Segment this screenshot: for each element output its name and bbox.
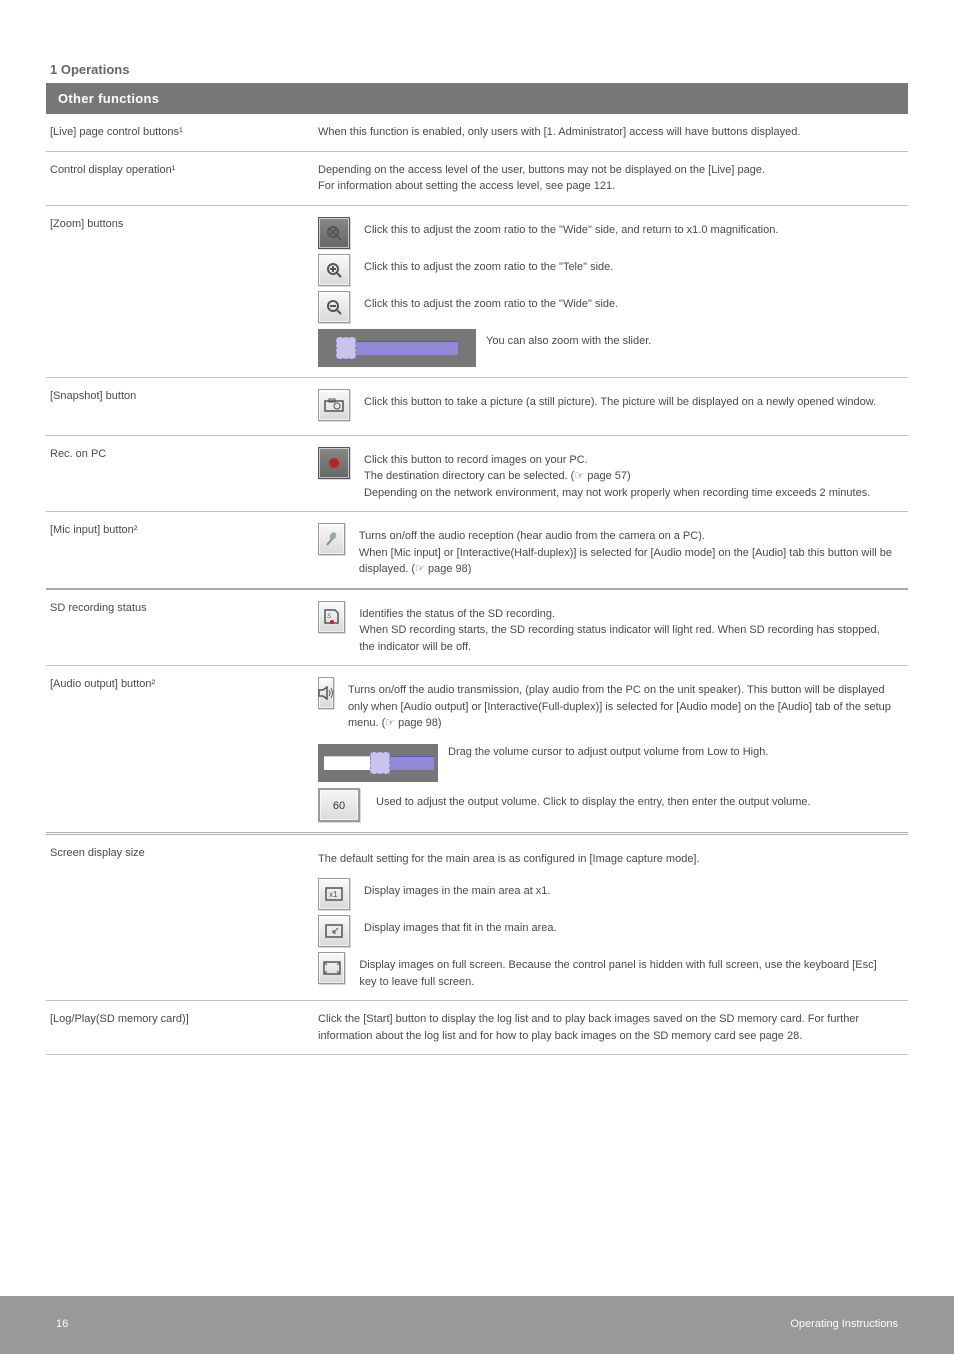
desc-audio-out: Turns on/off the audio transmission, (pl… — [314, 666, 908, 834]
row-rec-pc: Rec. on PC Click this button to record i… — [46, 435, 908, 512]
label-screen: Screen display size — [46, 833, 314, 1001]
desc-display-op: Depending on the access level of the use… — [314, 151, 908, 205]
row-zoom: [Zoom] buttons Click this to adjust the … — [46, 205, 908, 377]
desc-zoom: Click this to adjust the zoom ratio to t… — [314, 205, 908, 377]
row-display-op: Control display operation¹ Depending on … — [46, 151, 908, 205]
mic-icon[interactable] — [318, 523, 345, 555]
row-screen: Screen display size The default setting … — [46, 833, 908, 1001]
label-live-controls: [Live] page control buttons¹ — [46, 114, 314, 151]
zoom-out-icon[interactable] — [318, 291, 350, 323]
zoom-in-icon[interactable] — [318, 254, 350, 286]
row-sdlog: [Log/Play(SD memory card)] Click the [St… — [46, 1001, 908, 1055]
speaker-icon[interactable] — [318, 677, 334, 709]
sd-record-icon[interactable]: S — [318, 601, 345, 633]
svg-text:S: S — [327, 614, 331, 620]
desc-screen: The default setting for the main area is… — [314, 833, 908, 1001]
volume-slider[interactable] — [318, 744, 438, 782]
row-sd-rec: SD recording status S Identifies the sta… — [46, 589, 908, 666]
size-fit-icon[interactable] — [318, 915, 350, 947]
zoom-reset-icon[interactable] — [318, 217, 350, 249]
zoom-slider[interactable] — [318, 329, 476, 367]
label-rec-pc: Rec. on PC — [46, 435, 314, 512]
breadcrumb: 1 Operations — [46, 56, 908, 83]
volume-value-button[interactable]: 60 — [318, 788, 360, 822]
row-live-controls: [Live] page control buttons¹ When this f… — [46, 114, 908, 151]
record-icon[interactable] — [318, 447, 350, 479]
row-audio-out: [Audio output] button² Turns on/off the … — [46, 666, 908, 834]
desc-snapshot: Click this button to take a picture (a s… — [314, 377, 908, 435]
desc-live-controls: When this function is enabled, only user… — [314, 114, 908, 151]
page-number: 16 — [56, 1318, 68, 1330]
label-snapshot: [Snapshot] button — [46, 377, 314, 435]
size-x1-icon[interactable]: x1 — [318, 878, 350, 910]
row-snapshot: [Snapshot] button Click this button to t… — [46, 377, 908, 435]
desc-mic: Turns on/off the audio reception (hear a… — [314, 512, 908, 589]
section-header: Other functions — [46, 83, 908, 114]
label-audio-out: [Audio output] button² — [46, 666, 314, 834]
label-mic: [Mic input] button² — [46, 512, 314, 589]
page-footer: 16 Operating Instructions — [0, 1296, 954, 1354]
desc-sdlog: Click the [Start] button to display the … — [314, 1001, 908, 1055]
label-sd-rec: SD recording status — [46, 589, 314, 666]
snapshot-icon[interactable] — [318, 389, 350, 421]
footer-title: Operating Instructions — [790, 1318, 898, 1330]
desc-rec-pc: Click this button to record images on yo… — [314, 435, 908, 512]
label-zoom: [Zoom] buttons — [46, 205, 314, 377]
label-sdlog: [Log/Play(SD memory card)] — [46, 1001, 314, 1055]
feature-table: [Live] page control buttons¹ When this f… — [46, 114, 908, 1055]
label-display-op: Control display operation¹ — [46, 151, 314, 205]
size-full-icon[interactable] — [318, 952, 345, 984]
row-mic: [Mic input] button² Turns on/off the aud… — [46, 512, 908, 589]
desc-sd-rec: S Identifies the status of the SD record… — [314, 589, 908, 666]
svg-text:x1: x1 — [329, 890, 338, 899]
